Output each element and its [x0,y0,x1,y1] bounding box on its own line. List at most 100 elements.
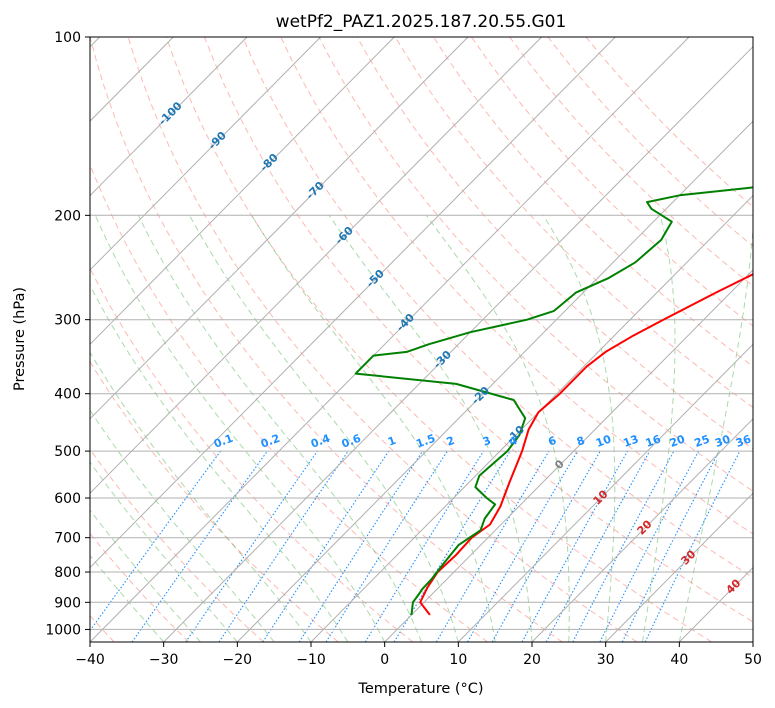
y-axis-title: Pressure (hPa) [12,287,28,391]
isotherm-line [163,45,753,642]
isotherm-line [90,37,690,642]
y-tick-label: 300 [54,313,81,329]
isotherm-line [90,37,248,197]
y-tick-label: 1000 [45,622,81,638]
x-tick-label: 30 [597,652,615,668]
isotherm-line [752,641,753,642]
dry-adiabat-line [471,37,753,327]
isotherm-line [605,492,753,642]
x-tick-label: −40 [75,652,105,668]
mixing-ratio-line [218,450,349,642]
x-tick-label: 10 [449,652,467,668]
y-tick-label: 500 [54,444,81,460]
moist-adiabat-line [189,215,459,642]
moist-adiabat-line [328,215,533,642]
mixing-ratio-label: 10 [594,432,613,450]
dry-adiabat-line [90,267,414,642]
y-tick-label: 800 [54,565,81,581]
x-tick-label: 0 [380,652,389,668]
mixing-ratio-label: 4 [508,434,520,449]
isotherm-line [531,418,753,642]
moist-adiabat-line [90,461,238,642]
isotherm-line [90,37,616,569]
dry-adiabat-line [165,37,712,642]
background-lines [90,37,753,642]
x-tick-label: 50 [744,652,762,668]
mixing-ratio-label: 0.1 [212,432,235,451]
mixing-ratio-line [131,450,268,642]
x-tick-label: 20 [523,652,541,668]
moist-adiabat-line [678,224,753,642]
y-tick-label: 900 [54,595,81,611]
mixing-ratio-label: 16 [644,432,663,450]
mixing-ratio-line [185,450,318,642]
y-tick-label: 200 [54,208,81,224]
x-tick-label: 40 [670,652,688,668]
mixing-ratio-label: 20 [668,432,687,450]
temperature-profile-line [419,273,753,616]
mixing-ratio-label: 2 [445,434,457,449]
isotherm-line [384,269,753,642]
dry-adiabat-line [509,37,753,287]
mixing-ratio-label: 1.5 [414,432,437,451]
x-axis-title: Temperature (°C) [357,681,483,697]
chart-title: wetPf2_PAZ1.2025.187.20.55.G01 [276,12,567,32]
dry-adiabat-line [242,37,753,579]
mixing-ratio-label: 6 [546,434,558,449]
mixing-ratio-line [364,450,484,642]
x-tick-label: −10 [296,652,326,668]
mixing-ratio-line [545,450,651,642]
y-tick-label: 600 [54,491,81,507]
isotherm-line [90,37,542,494]
mixing-ratio-line [325,450,448,642]
y-tick-label: 100 [54,30,81,46]
isotherm-line [236,120,753,642]
moist-adiabat-line [251,215,496,642]
mixing-ratio-label: 0.2 [259,432,282,451]
mixing-ratio-line [621,450,720,642]
moist-adiabat-line [542,215,616,642]
isotherm-line [457,343,753,642]
mixing-ratio-label: 0.4 [309,432,332,451]
dry-adiabat-line [203,37,753,623]
dry-adiabat-line [318,37,753,492]
isotherm-line [310,194,753,642]
mixing-ratio-label: 8 [575,434,587,449]
dewpoint-profile-line [354,186,753,616]
dry-adiabat-line [90,37,563,642]
y-tick-label: 700 [54,531,81,547]
isotherm-line [90,37,469,420]
mixing-ratio-label: 0.6 [340,432,363,451]
moist-adiabat-line [642,215,676,642]
mixing-ratio-line [599,450,700,642]
mixing-ratio-line [572,450,675,642]
mixing-ratio-line [262,450,390,642]
mixing-ratio-line [90,450,221,632]
dry-adiabat-line [90,448,264,642]
mixing-ratio-label: 13 [622,433,641,450]
mixing-ratio-line [491,450,601,642]
axes: −40 −30 −20 −10 0 10 20 30 40 5010020030040050060… [45,30,762,668]
plot-frame [89,36,754,643]
mixing-ratio-line [298,450,423,642]
dry-adiabat-line [394,37,753,409]
plot-background [90,37,753,642]
x-tick-label: −30 [149,652,179,668]
mixing-ratio-label: 25 [693,433,712,450]
moist-adiabat-line [94,215,386,642]
moist-adiabat-line [137,215,422,642]
dry-adiabat-line [127,37,638,642]
mixing-ratio-label: 30 [713,432,732,450]
dry-adiabat-line [432,37,753,368]
mixing-ratio-label: 1 [386,434,398,449]
mixing-ratio-line [521,450,629,642]
mixing-ratio-label: 36 [734,432,753,450]
moist-adiabat-line [425,215,570,642]
moist-adiabat-line [90,409,275,642]
mixing-ratio-label: 3 [481,434,493,449]
isotherm-line [90,37,321,271]
dry-adiabat-line [356,37,753,450]
moist-adiabat-line [90,284,349,642]
y-tick-label: 400 [54,387,81,403]
